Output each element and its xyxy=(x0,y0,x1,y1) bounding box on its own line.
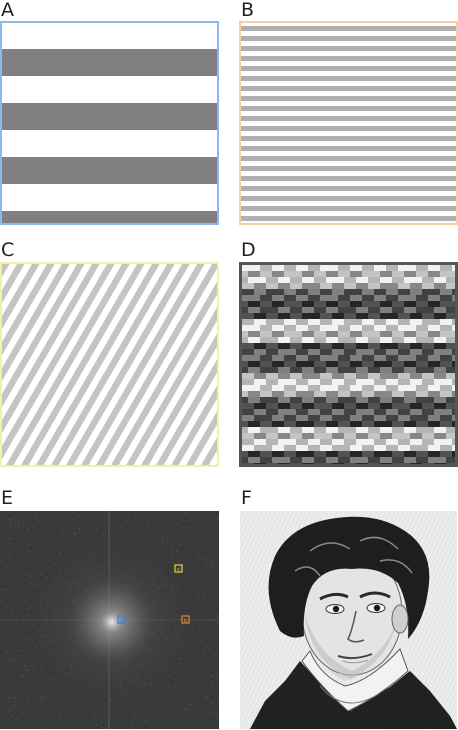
panel-b-thin-stripes xyxy=(239,21,458,225)
marker-c-label: c xyxy=(177,567,180,573)
marker-b-label: b xyxy=(184,618,188,624)
marker-b: b xyxy=(181,615,190,624)
panel-c-label: C xyxy=(1,239,15,261)
panel-a-label: A xyxy=(1,0,14,21)
panel-c-diagonal-stripes xyxy=(0,262,219,467)
panel-d-combined-pattern xyxy=(239,262,458,467)
panel-b-label: B xyxy=(241,0,255,21)
panel-a-wide-stripes xyxy=(0,21,219,225)
marker-a-label: a xyxy=(120,619,123,625)
portrait-image xyxy=(240,511,457,729)
panel-e-fourier-spectrum: a b c xyxy=(0,511,219,729)
marker-a: a xyxy=(117,615,126,625)
panel-f-portrait xyxy=(240,511,457,729)
panel-f-label: F xyxy=(241,487,252,509)
panel-e-label: E xyxy=(1,487,14,509)
marker-c: c xyxy=(174,564,183,573)
panel-d-label: D xyxy=(241,239,256,261)
